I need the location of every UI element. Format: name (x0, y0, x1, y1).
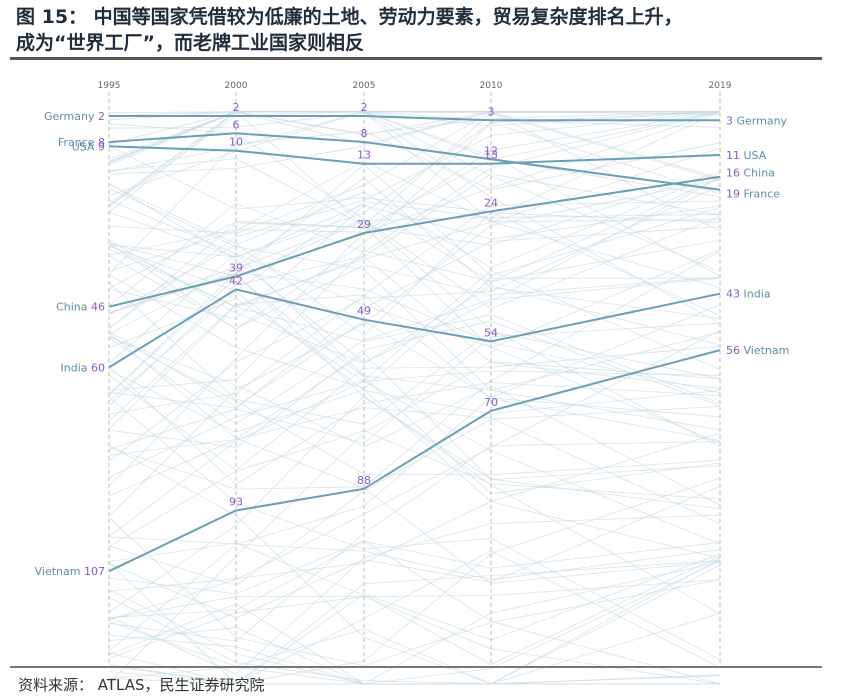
background-line (108, 335, 721, 476)
background-line (108, 111, 721, 234)
background-line (108, 184, 721, 336)
rank-label: 24 (484, 196, 498, 209)
source-rule (10, 666, 822, 668)
title-rule (10, 57, 822, 60)
background-line (108, 111, 721, 307)
series-line-china (108, 175, 721, 308)
background-line (108, 177, 721, 319)
chart-labels: 2 2 3 Germany 2 6 8 12 France 8 10 13 13 USA 9 39 29 2… (35, 101, 790, 578)
background-line (108, 444, 721, 685)
background-line (108, 130, 721, 275)
background-line (108, 201, 721, 292)
highlighted-series (108, 115, 721, 573)
background-line (108, 542, 721, 665)
rank-label: 8 (361, 127, 368, 140)
background-line (108, 282, 721, 425)
rank-label: 13 (357, 149, 371, 162)
rank-label: 6 (233, 118, 240, 131)
background-line (108, 239, 721, 364)
background-lines (108, 111, 721, 685)
background-line (108, 277, 721, 425)
source-note: 资料来源： ATLAS，民生证券研究院 (18, 676, 265, 694)
rank-label: 2 (233, 101, 240, 114)
rank-label: 54 (484, 326, 498, 339)
chart-title-line1: 图 15： 中国等国家凭借较为低廉的土地、劳动力要素，贸易复杂度排名上升， (16, 6, 683, 28)
background-line (108, 111, 721, 179)
background-line (108, 536, 721, 581)
right-label: 43 India (726, 288, 771, 301)
right-label: 56 Vietnam (726, 344, 789, 357)
background-line (108, 160, 721, 272)
year-tick-2010: 2010 (480, 81, 503, 91)
background-line (108, 177, 721, 364)
left-label-vietnam: Vietnam 107 (35, 565, 105, 578)
left-label-china: China 46 (56, 301, 105, 314)
background-line (108, 172, 721, 316)
background-line (108, 553, 721, 685)
background-line (108, 477, 721, 685)
background-line (108, 177, 721, 391)
left-label-usa: USA 9 (72, 140, 105, 153)
left-label-france: France 8 (58, 136, 105, 149)
rank-label: 3 (488, 105, 495, 118)
background-line (108, 336, 721, 506)
background-line (108, 147, 721, 430)
rank-label: 2 (361, 101, 368, 114)
background-line (108, 517, 721, 667)
background-line (108, 369, 721, 559)
background-line (108, 485, 721, 619)
year-tick-2019: 2019 (709, 81, 732, 91)
background-line (108, 200, 721, 422)
rank-label: 10 (229, 136, 243, 149)
background-line (108, 430, 721, 548)
series-line-usa (108, 145, 721, 165)
background-line (108, 111, 720, 208)
background-line (108, 361, 721, 684)
year-tick-2000: 2000 (225, 81, 248, 91)
background-line (108, 248, 721, 404)
rank-label: 12 (484, 144, 498, 157)
chart-title-line2: 成为“世界工厂”，而老牌工业国家则相反 (16, 32, 364, 54)
background-line (108, 111, 721, 324)
series-line-france (108, 132, 721, 191)
background-line (108, 395, 721, 615)
rank-label: 49 (357, 305, 371, 318)
year-axes: 1995 2000 2005 2010 2019 (98, 81, 732, 663)
series-line-vietnam (108, 349, 721, 573)
right-label: 16 China (726, 167, 775, 180)
background-line (108, 255, 721, 330)
background-line (108, 320, 721, 418)
left-label-germany: Germany 2 (44, 110, 105, 123)
right-label: 3 Germany (726, 114, 788, 127)
background-line (108, 320, 721, 448)
right-label: 11 USA (726, 149, 767, 162)
rank-label: 13 (484, 149, 498, 162)
background-line (108, 242, 721, 495)
right-label: 19 France (726, 188, 780, 201)
left-label-india: India 60 (61, 361, 106, 374)
chart-title: 图 15： 中国等国家凭借较为低廉的土地、劳动力要素，贸易复杂度排名上升， 成为… (16, 4, 836, 56)
background-line (108, 170, 721, 289)
rank-label: 39 (229, 261, 243, 274)
year-tick-2005: 2005 (353, 81, 376, 91)
series-line-india (108, 288, 721, 369)
rank-label: 93 (229, 495, 243, 508)
background-line (108, 564, 721, 685)
background-line (108, 540, 721, 618)
rank-label: 42 (229, 274, 243, 287)
rank-label: 29 (357, 218, 371, 231)
rank-label: 70 (484, 396, 498, 409)
series-line-germany (109, 115, 720, 122)
background-line (108, 620, 721, 685)
year-tick-1995: 1995 (98, 81, 121, 91)
rank-label: 88 (357, 474, 371, 487)
